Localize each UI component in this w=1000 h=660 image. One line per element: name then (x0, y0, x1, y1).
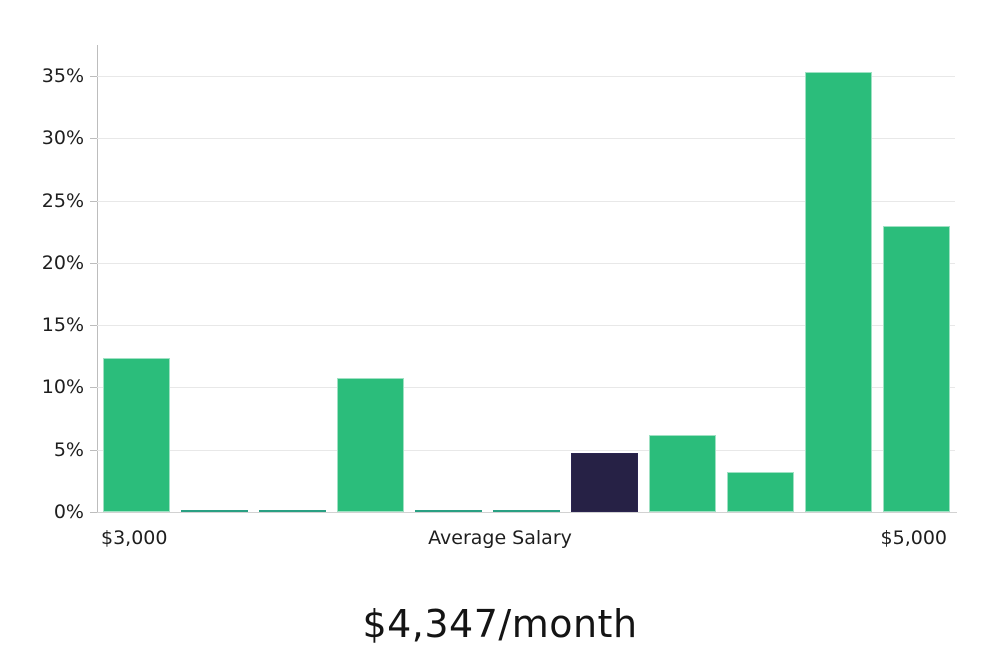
bar[interactable] (805, 72, 872, 512)
y-axis-tick-label: 5% (53, 439, 84, 461)
bar[interactable] (649, 435, 716, 512)
gridline (97, 76, 955, 77)
y-axis-tick-label: 10% (41, 376, 84, 398)
bar[interactable] (415, 510, 482, 512)
y-axis-tick (90, 325, 97, 326)
chart-caption: $4,347/month (362, 602, 638, 646)
y-axis-tick (90, 450, 97, 451)
bar[interactable] (103, 358, 170, 512)
plot-area (97, 45, 955, 512)
gridline (97, 387, 955, 388)
bar[interactable] (181, 510, 248, 512)
y-axis-tick-label: 30% (41, 127, 84, 149)
x-axis-label-right: $5,000 (880, 527, 947, 549)
bar[interactable] (727, 472, 794, 512)
gridline (97, 138, 955, 139)
bar[interactable] (337, 378, 404, 512)
y-axis-tick-label: 20% (41, 252, 84, 274)
y-axis-tick-label: 25% (41, 190, 84, 212)
bar-chart: 0% 5% 10% 15% 20% 25% 30% 35% $3,000 Average Sa… (41, 45, 957, 549)
y-axis-tick (90, 512, 97, 513)
x-axis-label-left: $3,000 (101, 527, 168, 549)
gridline (97, 512, 957, 513)
gridline (97, 201, 955, 202)
bar-highlighted[interactable] (571, 453, 638, 512)
gridline (97, 325, 955, 326)
y-axis-tick (90, 138, 97, 139)
x-axis-title: Average Salary (428, 527, 572, 549)
y-axis-tick (90, 263, 97, 264)
y-axis-tick-label: 15% (41, 314, 84, 336)
y-axis-tick (90, 387, 97, 388)
y-axis-tick-label: 0% (53, 501, 84, 523)
gridline (97, 263, 955, 264)
y-axis-tick (90, 76, 97, 77)
y-axis-tick (90, 201, 97, 202)
bar[interactable] (493, 510, 560, 512)
gridline (97, 450, 955, 451)
y-axis-tick-label: 35% (41, 65, 84, 87)
bar[interactable] (259, 510, 326, 512)
y-axis-spine (97, 45, 98, 512)
bar[interactable] (883, 226, 950, 512)
